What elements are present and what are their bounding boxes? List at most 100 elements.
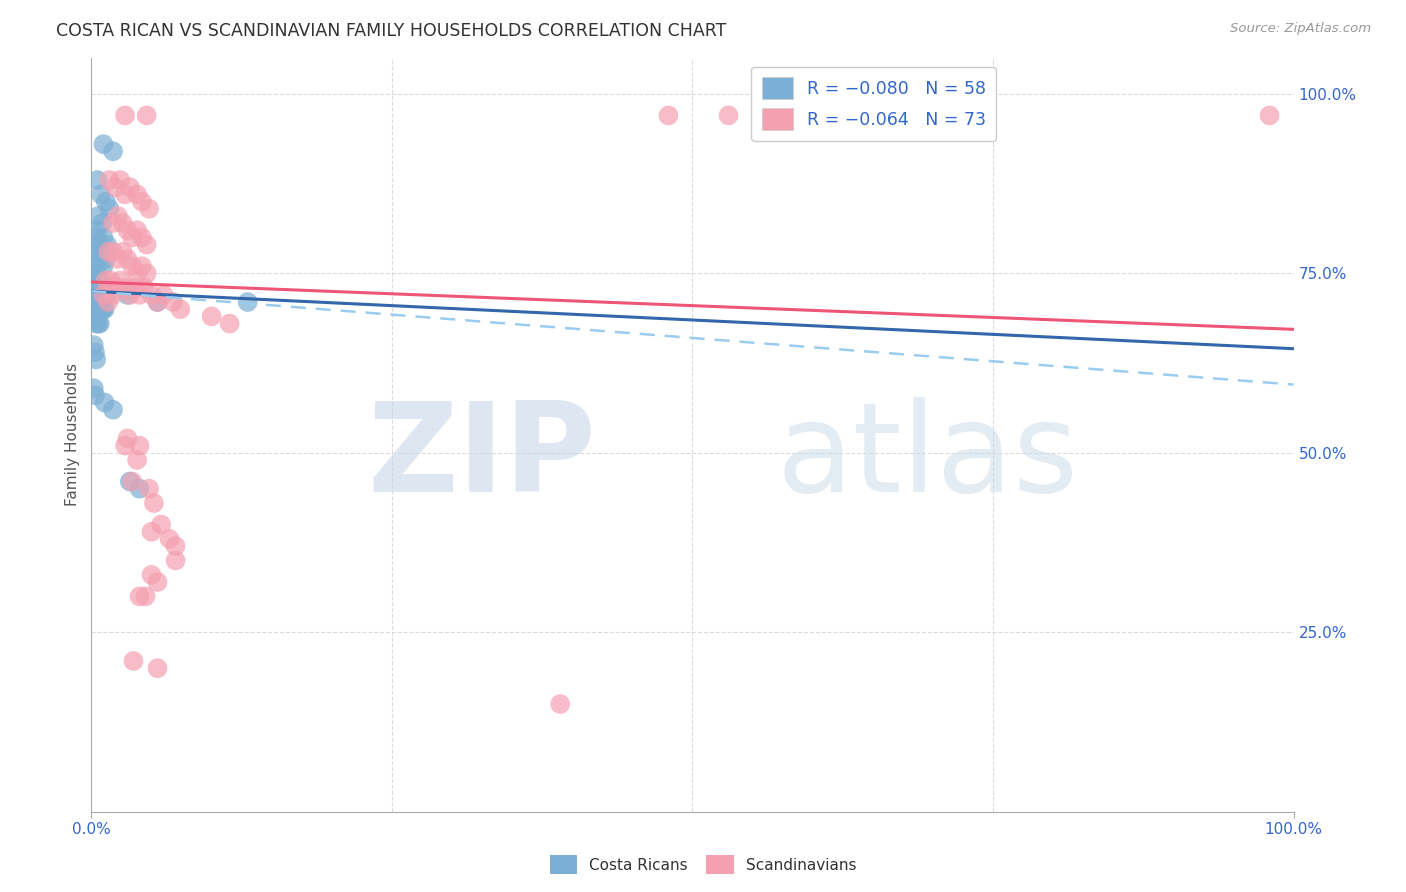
Point: [162, 295, 184, 310]
Point: [84, 244, 107, 259]
Point: [87, 273, 110, 287]
Point: [84, 310, 107, 324]
Point: [141, 567, 163, 582]
Point: [125, 453, 148, 467]
Point: [94, 273, 117, 287]
Point: [201, 310, 224, 324]
Point: [128, 439, 150, 453]
Text: COSTA RICAN VS SCANDINAVIAN FAMILY HOUSEHOLDS CORRELATION CHART: COSTA RICAN VS SCANDINAVIAN FAMILY HOUSE…: [56, 22, 727, 40]
Point: [96, 237, 118, 252]
Point: [114, 187, 136, 202]
Point: [165, 539, 187, 553]
Point: [104, 281, 127, 295]
Point: [89, 302, 111, 317]
Point: [117, 432, 139, 446]
Point: [548, 697, 571, 711]
Point: [135, 237, 157, 252]
Point: [101, 145, 124, 159]
Point: [87, 209, 110, 223]
Point: [146, 574, 169, 589]
Point: [1258, 108, 1281, 122]
Point: [84, 388, 107, 402]
Point: [84, 273, 107, 287]
Point: [90, 281, 112, 295]
Point: [86, 266, 108, 280]
Point: [135, 108, 157, 122]
Point: [84, 288, 107, 302]
Point: [97, 244, 120, 259]
Point: [117, 288, 139, 302]
Point: [142, 496, 165, 510]
Point: [125, 266, 148, 280]
Y-axis label: Family Households: Family Households: [65, 363, 80, 507]
Point: [138, 482, 160, 496]
Text: atlas: atlas: [776, 397, 1078, 518]
Point: [91, 302, 114, 317]
Point: [114, 439, 136, 453]
Text: ZIP: ZIP: [367, 397, 596, 518]
Point: [101, 288, 124, 302]
Point: [100, 273, 122, 287]
Point: [146, 295, 169, 310]
Point: [93, 302, 115, 317]
Point: [89, 237, 111, 252]
Point: [138, 202, 160, 216]
Point: [86, 223, 108, 237]
Point: [86, 173, 108, 187]
Point: [97, 295, 120, 310]
Point: [101, 216, 124, 230]
Point: [90, 244, 112, 259]
Point: [94, 194, 117, 209]
Point: [121, 230, 143, 244]
Point: [150, 517, 173, 532]
Point: [141, 288, 163, 302]
Point: [86, 295, 108, 310]
Point: [131, 259, 153, 273]
Legend: R = −0.080   N = 58, R = −0.064   N = 73: R = −0.080 N = 58, R = −0.064 N = 73: [751, 67, 997, 141]
Point: [84, 345, 107, 359]
Point: [83, 259, 105, 273]
Point: [218, 317, 240, 331]
Point: [83, 302, 105, 317]
Point: [134, 590, 156, 604]
Point: [89, 273, 111, 287]
Point: [101, 244, 124, 259]
Point: [111, 244, 134, 259]
Point: [94, 288, 117, 302]
Point: [114, 108, 136, 122]
Point: [93, 137, 115, 152]
Point: [121, 475, 143, 489]
Point: [134, 281, 156, 295]
Point: [152, 288, 174, 302]
Point: [87, 252, 110, 266]
Point: [94, 252, 117, 266]
Point: [110, 273, 132, 287]
Point: [90, 295, 112, 310]
Point: [91, 281, 114, 295]
Point: [87, 317, 110, 331]
Point: [93, 288, 115, 302]
Point: [135, 266, 157, 280]
Point: [118, 180, 141, 194]
Point: [96, 281, 118, 295]
Point: [107, 252, 129, 266]
Point: [84, 317, 107, 331]
Text: Source: ZipAtlas.com: Source: ZipAtlas.com: [1230, 22, 1371, 36]
Point: [84, 266, 107, 280]
Legend: Costa Ricans, Scandinavians: Costa Ricans, Scandinavians: [544, 849, 862, 880]
Point: [110, 173, 132, 187]
Point: [165, 553, 187, 567]
Point: [124, 281, 146, 295]
Point: [84, 288, 107, 302]
Point: [111, 216, 134, 230]
Point: [125, 187, 148, 202]
Point: [87, 295, 110, 310]
Point: [169, 302, 191, 317]
Point: [84, 230, 107, 244]
Point: [93, 302, 115, 317]
Point: [83, 381, 105, 395]
Point: [122, 654, 145, 668]
Point: [657, 108, 679, 122]
Point: [86, 310, 108, 324]
Point: [83, 338, 105, 352]
